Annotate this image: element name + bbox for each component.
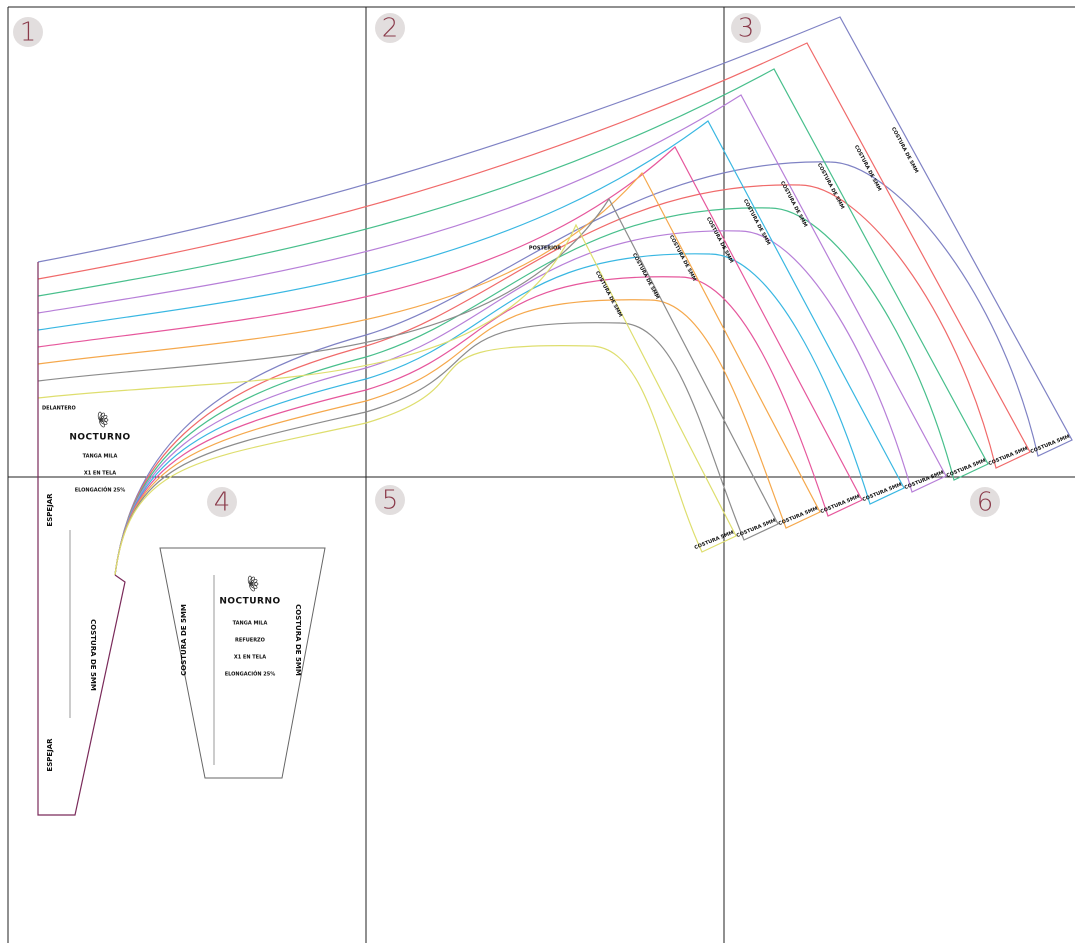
- label: POSTERIOR: [529, 246, 561, 252]
- label: ESPEJAR: [46, 738, 54, 772]
- label: COSTURA DE 5MM: [294, 604, 302, 676]
- label: NOCTURNO: [69, 433, 130, 443]
- size-outline: [37, 223, 737, 576]
- logo-petal: [249, 583, 255, 592]
- size-outline: [37, 68, 989, 576]
- page-number: 5: [382, 486, 399, 516]
- label: COSTURA DE 5MM: [89, 619, 97, 691]
- page-badge: [375, 13, 405, 43]
- label: ESPEJAR: [46, 493, 54, 527]
- size-outline: [37, 120, 905, 576]
- label: ELONGACIÓN 25%: [225, 671, 276, 678]
- size-outline: [37, 42, 1031, 576]
- page-badge: [731, 13, 761, 43]
- front-outline: [37, 262, 126, 816]
- label: TANGA MILA: [233, 621, 268, 627]
- page-number: 2: [382, 14, 399, 44]
- page-badge: [13, 17, 43, 47]
- page-badge: [970, 487, 1000, 517]
- label: ELONGACIÓN 25%: [75, 487, 126, 494]
- page-badge: [375, 485, 405, 515]
- label: TANGA MILA: [83, 454, 118, 460]
- logo-petal: [99, 419, 105, 428]
- label: COSTURA DE 5MM: [180, 604, 188, 676]
- label: X1 EN TELA: [234, 655, 266, 661]
- size-outline: [37, 94, 947, 576]
- size-outline: [37, 197, 779, 576]
- size-outline: [37, 146, 863, 576]
- liner-outline: [159, 547, 326, 779]
- label: REFUERZO: [235, 638, 265, 644]
- label: X1 EN TELA: [84, 471, 116, 477]
- label: NOCTURNO: [219, 597, 280, 607]
- page-number: 4: [214, 488, 231, 518]
- page-number: 6: [977, 488, 994, 518]
- size-outline: [37, 171, 821, 576]
- label: DELANTERO: [42, 406, 76, 412]
- page-number: 1: [20, 18, 37, 48]
- page-grid: [7, 6, 1075, 943]
- page-number: 3: [738, 14, 755, 44]
- page-badge: [207, 487, 237, 517]
- pattern-pieces: [37, 16, 1073, 816]
- size-outline: [37, 16, 1073, 576]
